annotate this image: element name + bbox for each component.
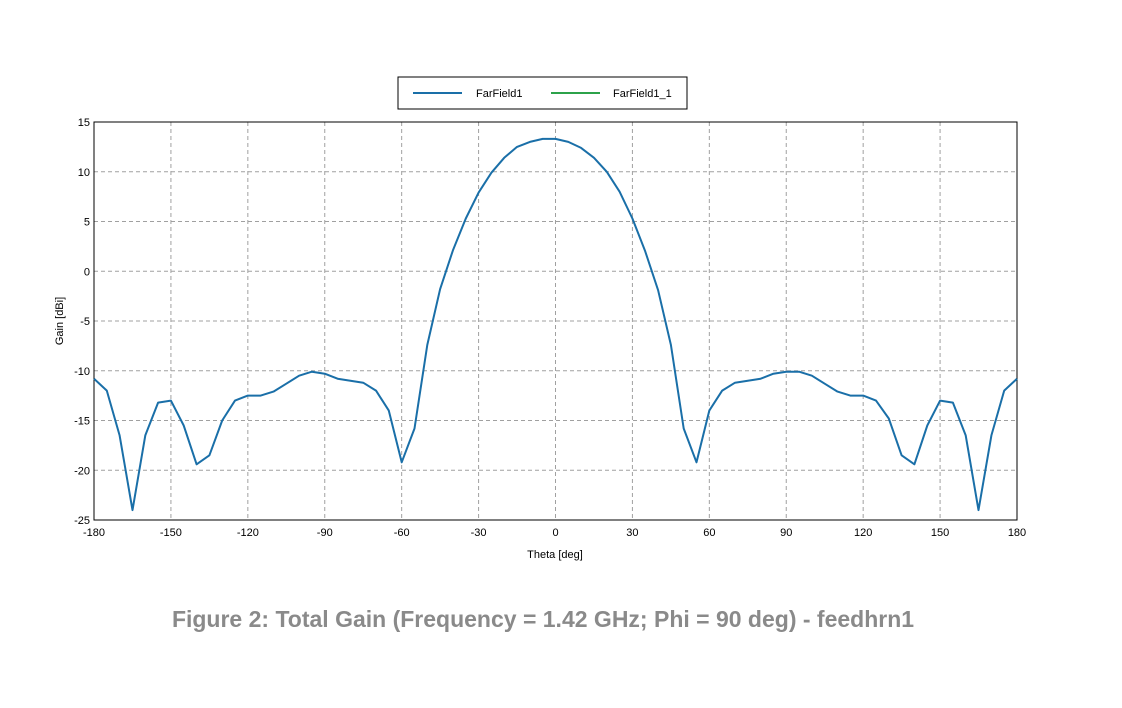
x-tick-label: -150 [160, 527, 182, 539]
x-tick-label: 30 [626, 527, 638, 539]
y-tick-label: 15 [78, 117, 90, 129]
figure-caption: Figure 2: Total Gain (Frequency = 1.42 G… [171, 606, 915, 632]
x-tick-label: -120 [237, 527, 259, 539]
tick-labels: -180 -150 -120 -90 -60 -30 0 30 60 90 120 150 180151… [74, 117, 1026, 539]
y-tick-label: -25 [74, 515, 90, 527]
x-axis-label: Theta [deg] [527, 549, 583, 561]
series-layer [93, 137, 1018, 512]
legend: FarField1 FarField1_1 [397, 76, 688, 110]
y-tick-label: -5 [80, 316, 90, 328]
gain-chart: -180 -150 -120 -90 -60 -30 0 30 60 90 120 150 180151… [54, 76, 1026, 561]
x-tick-label: -60 [394, 527, 410, 539]
series-line-farfield1 [93, 137, 1018, 512]
x-tick-label: -90 [317, 527, 333, 539]
x-tick-label: 150 [931, 527, 949, 539]
x-tick-label: 120 [854, 527, 872, 539]
x-tick-label: 0 [552, 527, 558, 539]
legend-label-farfield1: FarField1 [476, 88, 522, 100]
y-tick-label: 10 [78, 167, 90, 179]
plot-frame [93, 121, 1018, 521]
y-tick-label: -15 [74, 416, 90, 428]
legend-label-farfield1-1: FarField1_1 [613, 88, 672, 100]
y-tick-label: 0 [84, 266, 90, 278]
x-tick-label: -30 [471, 527, 487, 539]
y-tick-label: -10 [74, 366, 90, 378]
y-tick-label: 5 [84, 217, 90, 229]
x-tick-label: 180 [1008, 527, 1026, 539]
x-tick-label: 90 [780, 527, 792, 539]
y-axis-label: Gain [dBi] [54, 297, 66, 345]
x-tick-label: -180 [83, 527, 105, 539]
x-tick-label: 60 [703, 527, 715, 539]
y-tick-label: -20 [74, 465, 90, 477]
grid [94, 122, 1017, 520]
